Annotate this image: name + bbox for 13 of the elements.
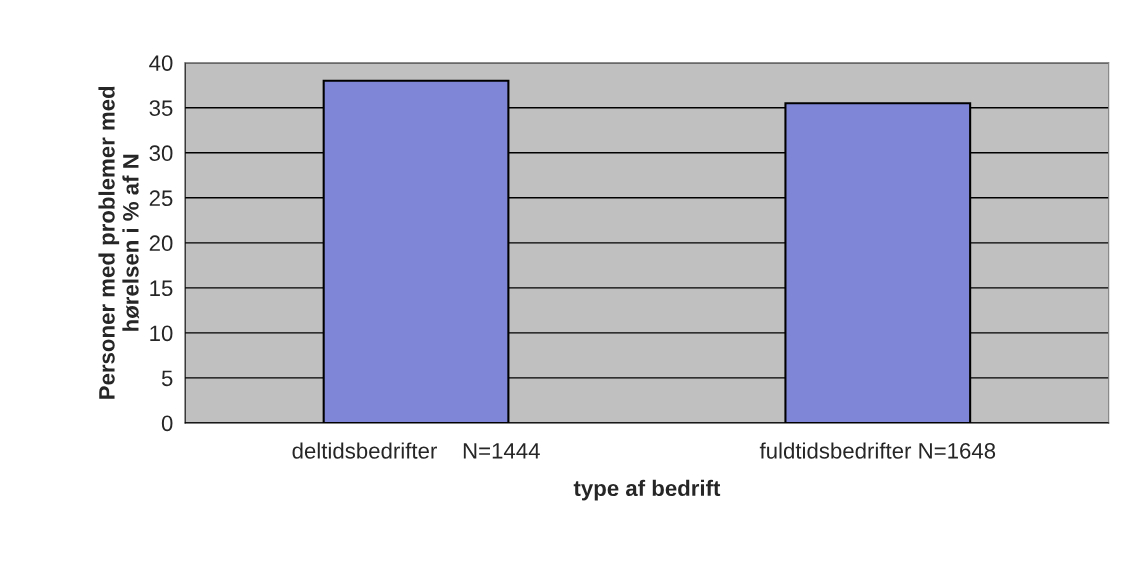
y-tick-label: 20 <box>149 235 173 252</box>
y-tick-label: 30 <box>149 145 173 162</box>
x-tick-label: fuldtidsbedrifter N=1648 <box>759 442 996 459</box>
y-tick-label: 10 <box>150 325 173 342</box>
x-tick-label: deltidsbedrifter N=1444 <box>292 442 540 459</box>
y-tick-label: 0 <box>161 415 173 432</box>
y-tick-label: 25 <box>149 190 173 207</box>
y-tick-label: 5 <box>161 370 173 387</box>
y-tick-label: 40 <box>149 55 173 71</box>
y-tick-label: 35 <box>149 100 173 116</box>
y-tick-label: 15 <box>150 280 173 297</box>
y-axis-title: Personer med problemer med hørelsen i % af N <box>98 86 140 399</box>
x-axis-title: type af bedrift <box>573 479 721 501</box>
